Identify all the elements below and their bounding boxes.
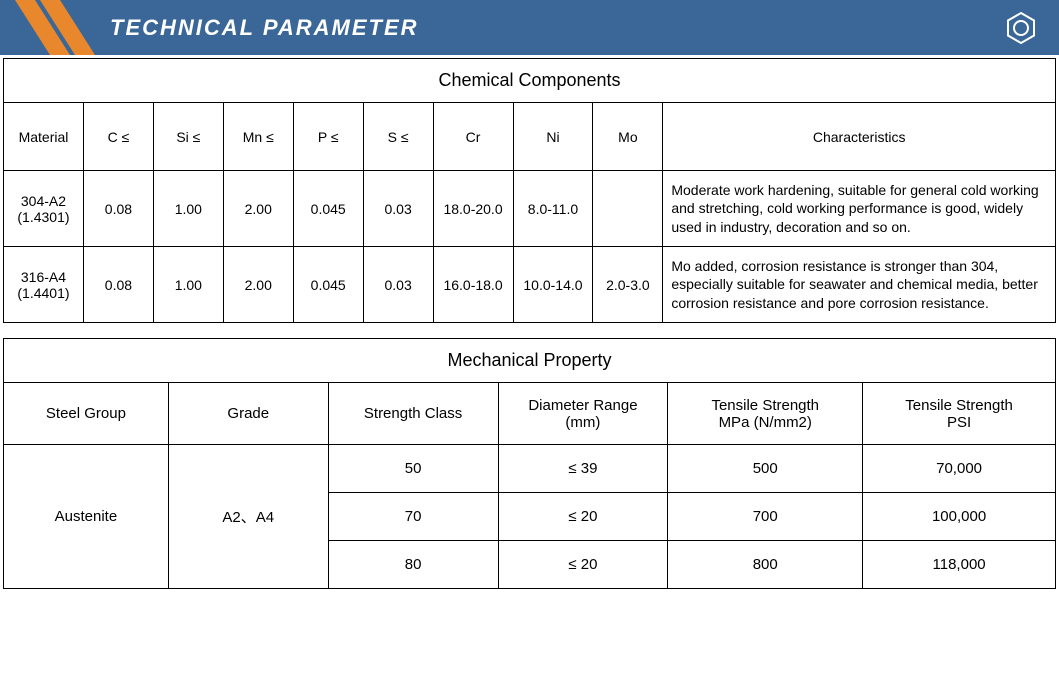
cell-mn: 2.00 — [223, 247, 293, 323]
chem-row: 304-A2(1.4301)0.081.002.000.0450.0318.0-… — [4, 171, 1056, 247]
col-strength-class: Strength Class — [328, 383, 498, 445]
chem-col-header: P ≤ — [293, 103, 363, 171]
cell-tensile-mpa: 500 — [668, 445, 863, 493]
cell-s: 0.03 — [363, 171, 433, 247]
mech-title: Mechanical Property — [4, 339, 1056, 383]
col-tensile-psi-a: Tensile Strength — [905, 397, 1013, 414]
cell-material: 316-A4(1.4401) — [4, 247, 84, 323]
chem-col-header: Characteristics — [663, 103, 1056, 171]
chem-col-header: Mo — [593, 103, 663, 171]
col-tensile-psi-b: PSI — [947, 414, 971, 431]
cell-mo — [593, 171, 663, 247]
chem-col-header: Si ≤ — [153, 103, 223, 171]
chem-col-header: C ≤ — [83, 103, 153, 171]
chem-col-header: Ni — [513, 103, 593, 171]
chem-title-row: Chemical Components — [4, 59, 1056, 103]
cell-tensile-psi: 118,000 — [863, 541, 1056, 589]
col-tensile-mpa-a: Tensile Strength — [711, 397, 819, 414]
cell-diameter: ≤ 20 — [498, 493, 668, 541]
cell-material: 304-A2(1.4301) — [4, 171, 84, 247]
cell-tensile-psi: 100,000 — [863, 493, 1056, 541]
cell-p: 0.045 — [293, 247, 363, 323]
cell-cr: 18.0-20.0 — [433, 171, 513, 247]
col-diameter-b: (mm) — [565, 414, 600, 431]
chem-col-header: Material — [4, 103, 84, 171]
cell-ni: 10.0-14.0 — [513, 247, 593, 323]
cell-diameter: ≤ 39 — [498, 445, 668, 493]
header-bar: TECHNICAL PARAMETER — [0, 0, 1059, 55]
cell-strength-class: 50 — [328, 445, 498, 493]
cell-cr: 16.0-18.0 — [433, 247, 513, 323]
cell-c: 0.08 — [83, 171, 153, 247]
cell-characteristics: Moderate work hardening, suitable for ge… — [663, 171, 1056, 247]
mech-header-row: Steel Group Grade Strength Class Diamete… — [4, 383, 1056, 445]
cell-strength-class: 70 — [328, 493, 498, 541]
stripe-decoration — [0, 0, 100, 55]
col-diameter: Diameter Range (mm) — [498, 383, 668, 445]
chem-header-row: MaterialC ≤Si ≤Mn ≤P ≤S ≤CrNiMoCharacter… — [4, 103, 1056, 171]
cell-strength-class: 80 — [328, 541, 498, 589]
cell-si: 1.00 — [153, 171, 223, 247]
cell-grade: A2、A4 — [168, 445, 328, 589]
mechanical-table: Mechanical Property Steel Group Grade St… — [3, 338, 1056, 589]
hexagon-icon — [1003, 10, 1039, 46]
cell-tensile-mpa: 800 — [668, 541, 863, 589]
header-title: TECHNICAL PARAMETER — [110, 15, 419, 41]
cell-p: 0.045 — [293, 171, 363, 247]
cell-si: 1.00 — [153, 247, 223, 323]
cell-mo: 2.0-3.0 — [593, 247, 663, 323]
chem-row: 316-A4(1.4401)0.081.002.000.0450.0316.0-… — [4, 247, 1056, 323]
cell-steel-group: Austenite — [4, 445, 169, 589]
mech-title-row: Mechanical Property — [4, 339, 1056, 383]
col-tensile-psi: Tensile Strength PSI — [863, 383, 1056, 445]
chem-col-header: Cr — [433, 103, 513, 171]
cell-c: 0.08 — [83, 247, 153, 323]
chem-col-header: S ≤ — [363, 103, 433, 171]
cell-characteristics: Mo added, corrosion resistance is strong… — [663, 247, 1056, 323]
cell-tensile-mpa: 700 — [668, 493, 863, 541]
col-diameter-a: Diameter Range — [528, 397, 637, 414]
col-tensile-mpa: Tensile Strength MPa (N/mm2) — [668, 383, 863, 445]
chem-col-header: Mn ≤ — [223, 103, 293, 171]
cell-tensile-psi: 70,000 — [863, 445, 1056, 493]
mech-row: AusteniteA2、A450≤ 3950070,000 — [4, 445, 1056, 493]
col-grade: Grade — [168, 383, 328, 445]
cell-mn: 2.00 — [223, 171, 293, 247]
cell-diameter: ≤ 20 — [498, 541, 668, 589]
col-tensile-mpa-b: MPa (N/mm2) — [719, 414, 812, 431]
cell-ni: 8.0-11.0 — [513, 171, 593, 247]
chem-title: Chemical Components — [4, 59, 1056, 103]
col-steel-group: Steel Group — [4, 383, 169, 445]
chemical-table: Chemical Components MaterialC ≤Si ≤Mn ≤P… — [3, 58, 1056, 323]
cell-s: 0.03 — [363, 247, 433, 323]
